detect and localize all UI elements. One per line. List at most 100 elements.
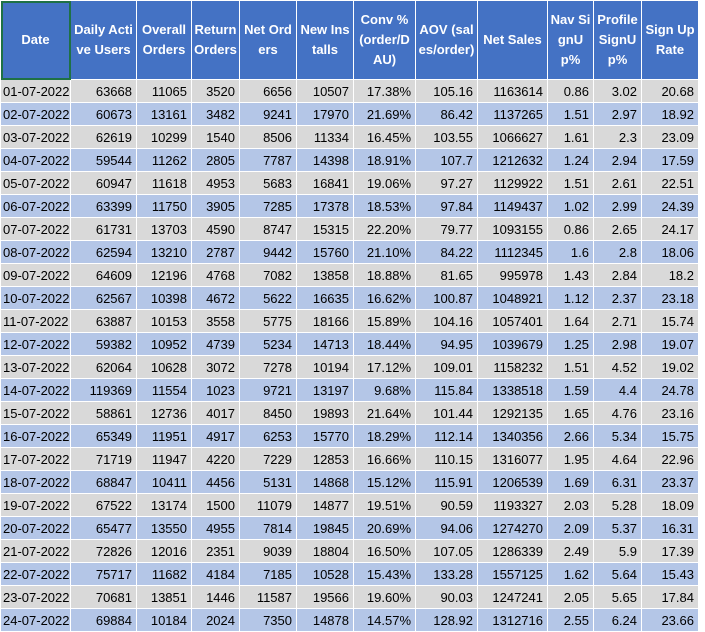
- table-cell[interactable]: 11334: [296, 125, 354, 149]
- table-cell[interactable]: 2.8: [593, 240, 642, 264]
- table-cell[interactable]: 10507: [296, 79, 354, 103]
- table-cell[interactable]: 7082: [239, 263, 297, 287]
- table-cell[interactable]: 105.16: [415, 79, 478, 103]
- table-cell[interactable]: 2.09: [547, 516, 594, 540]
- table-cell[interactable]: 10411: [136, 470, 192, 494]
- table-cell[interactable]: 10398: [136, 286, 192, 310]
- table-cell[interactable]: 11947: [136, 447, 192, 471]
- table-cell[interactable]: 65477: [70, 516, 137, 540]
- table-cell[interactable]: 1.12: [547, 286, 594, 310]
- table-cell[interactable]: 5683: [239, 171, 297, 195]
- table-cell[interactable]: 1048921: [477, 286, 548, 310]
- table-cell[interactable]: 69884: [70, 608, 137, 632]
- table-cell[interactable]: 7185: [239, 562, 297, 586]
- table-cell[interactable]: 60947: [70, 171, 137, 195]
- table-cell[interactable]: 4017: [191, 401, 240, 425]
- header-conv-percent[interactable]: Conv % (order/DAU): [353, 0, 416, 80]
- table-cell[interactable]: 103.55: [415, 125, 478, 149]
- table-cell[interactable]: 16.45%: [353, 125, 416, 149]
- table-cell[interactable]: 110.15: [415, 447, 478, 471]
- table-cell[interactable]: 62567: [70, 286, 137, 310]
- table-cell[interactable]: 17970: [296, 102, 354, 126]
- table-cell[interactable]: 2.99: [593, 194, 642, 218]
- table-cell[interactable]: 11618: [136, 171, 192, 195]
- table-cell[interactable]: 4.76: [593, 401, 642, 425]
- table-cell[interactable]: 22.20%: [353, 217, 416, 241]
- table-cell[interactable]: 70681: [70, 585, 137, 609]
- table-cell[interactable]: 14.57%: [353, 608, 416, 632]
- table-cell[interactable]: 17.59: [641, 148, 699, 172]
- cell-date[interactable]: 12-07-2022: [0, 332, 71, 356]
- table-cell[interactable]: 1557125: [477, 562, 548, 586]
- cell-date[interactable]: 04-07-2022: [0, 148, 71, 172]
- table-cell[interactable]: 24.78: [641, 378, 699, 402]
- table-cell[interactable]: 4590: [191, 217, 240, 241]
- table-cell[interactable]: 9241: [239, 102, 297, 126]
- table-cell[interactable]: 94.06: [415, 516, 478, 540]
- table-cell[interactable]: 90.03: [415, 585, 478, 609]
- table-cell[interactable]: 18.09: [641, 493, 699, 517]
- table-cell[interactable]: 23.16: [641, 401, 699, 425]
- table-cell[interactable]: 97.27: [415, 171, 478, 195]
- table-cell[interactable]: 11750: [136, 194, 192, 218]
- table-cell[interactable]: 5.64: [593, 562, 642, 586]
- header-net-sales[interactable]: Net Sales: [477, 0, 548, 80]
- cell-date[interactable]: 11-07-2022: [0, 309, 71, 333]
- table-cell[interactable]: 4917: [191, 424, 240, 448]
- cell-date[interactable]: 07-07-2022: [0, 217, 71, 241]
- table-cell[interactable]: 24.39: [641, 194, 699, 218]
- table-cell[interactable]: 2.65: [593, 217, 642, 241]
- table-cell[interactable]: 75717: [70, 562, 137, 586]
- table-cell[interactable]: 104.16: [415, 309, 478, 333]
- table-cell[interactable]: 1212632: [477, 148, 548, 172]
- table-cell[interactable]: 1274270: [477, 516, 548, 540]
- table-cell[interactable]: 23.18: [641, 286, 699, 310]
- table-cell[interactable]: 1312716: [477, 608, 548, 632]
- table-cell[interactable]: 2805: [191, 148, 240, 172]
- table-cell[interactable]: 2.05: [547, 585, 594, 609]
- table-cell[interactable]: 1286339: [477, 539, 548, 563]
- table-cell[interactable]: 1.24: [547, 148, 594, 172]
- table-cell[interactable]: 8747: [239, 217, 297, 241]
- table-cell[interactable]: 5775: [239, 309, 297, 333]
- cell-date[interactable]: 20-07-2022: [0, 516, 71, 540]
- header-net-orders[interactable]: Net Orders: [239, 0, 297, 80]
- table-cell[interactable]: 18.91%: [353, 148, 416, 172]
- table-cell[interactable]: 119369: [70, 378, 137, 402]
- table-cell[interactable]: 13174: [136, 493, 192, 517]
- table-cell[interactable]: 2.66: [547, 424, 594, 448]
- table-cell[interactable]: 9721: [239, 378, 297, 402]
- table-cell[interactable]: 6.24: [593, 608, 642, 632]
- table-cell[interactable]: 5131: [239, 470, 297, 494]
- table-cell[interactable]: 6.31: [593, 470, 642, 494]
- table-cell[interactable]: 1.61: [547, 125, 594, 149]
- table-cell[interactable]: 2.84: [593, 263, 642, 287]
- table-cell[interactable]: 4456: [191, 470, 240, 494]
- table-cell[interactable]: 1.51: [547, 102, 594, 126]
- table-cell[interactable]: 18166: [296, 309, 354, 333]
- table-cell[interactable]: 4.64: [593, 447, 642, 471]
- table-cell[interactable]: 11065: [136, 79, 192, 103]
- table-cell[interactable]: 72826: [70, 539, 137, 563]
- table-cell[interactable]: 2.3: [593, 125, 642, 149]
- table-cell[interactable]: 60673: [70, 102, 137, 126]
- table-cell[interactable]: 1.69: [547, 470, 594, 494]
- table-cell[interactable]: 3520: [191, 79, 240, 103]
- table-cell[interactable]: 23.09: [641, 125, 699, 149]
- table-cell[interactable]: 133.28: [415, 562, 478, 586]
- table-cell[interactable]: 86.42: [415, 102, 478, 126]
- table-cell[interactable]: 4.52: [593, 355, 642, 379]
- table-cell[interactable]: 2.03: [547, 493, 594, 517]
- cell-date[interactable]: 14-07-2022: [0, 378, 71, 402]
- table-cell[interactable]: 6656: [239, 79, 297, 103]
- cell-date[interactable]: 10-07-2022: [0, 286, 71, 310]
- table-cell[interactable]: 7814: [239, 516, 297, 540]
- table-cell[interactable]: 17.12%: [353, 355, 416, 379]
- table-cell[interactable]: 18.44%: [353, 332, 416, 356]
- table-cell[interactable]: 16841: [296, 171, 354, 195]
- table-cell[interactable]: 19.51%: [353, 493, 416, 517]
- table-cell[interactable]: 1540: [191, 125, 240, 149]
- table-cell[interactable]: 15.74: [641, 309, 699, 333]
- table-cell[interactable]: 63668: [70, 79, 137, 103]
- table-cell[interactable]: 18.06: [641, 240, 699, 264]
